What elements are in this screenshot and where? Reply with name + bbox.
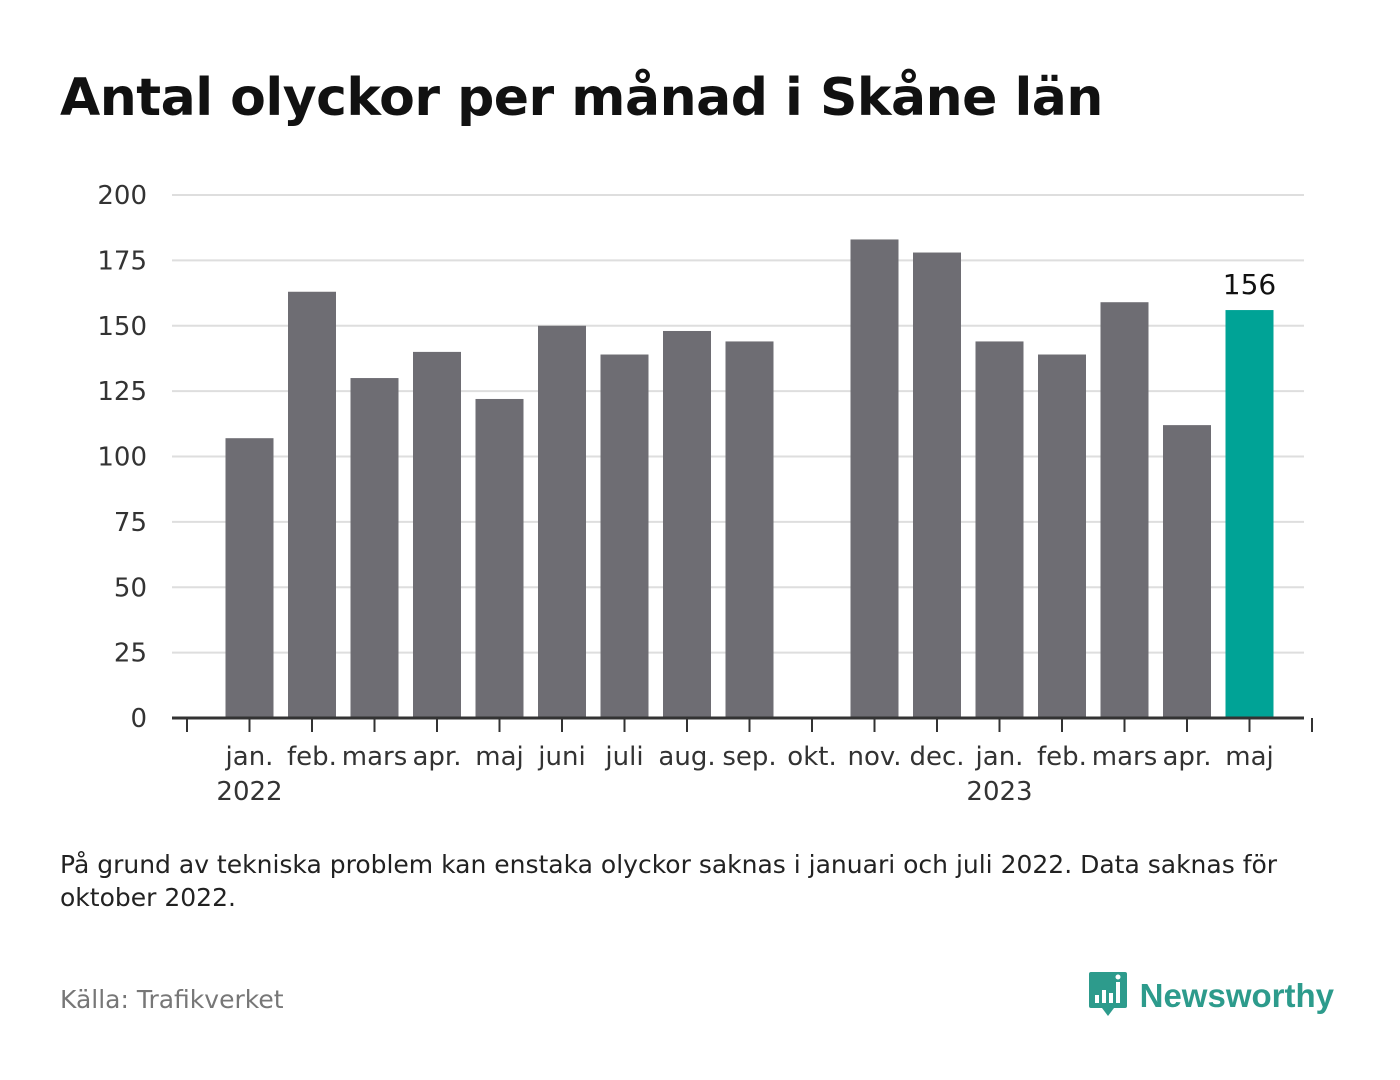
y-tick-label: 50	[114, 573, 147, 603]
y-tick-label: 100	[97, 443, 147, 473]
bar	[975, 341, 1024, 718]
y-tick-label: 125	[97, 377, 147, 407]
x-tick-label: jan.	[225, 742, 274, 772]
bar	[475, 398, 524, 718]
x-tick-label: dec.	[909, 742, 964, 772]
bar	[913, 252, 961, 718]
bar	[1225, 310, 1274, 718]
data-label: 156	[1223, 268, 1276, 301]
bar	[1100, 302, 1149, 718]
y-tick-label: 200	[97, 181, 147, 211]
bar	[288, 291, 336, 718]
bar	[850, 239, 899, 718]
source-label: Källa: Trafikverket	[60, 985, 284, 1014]
bar	[600, 354, 649, 718]
chart-note: På grund av tekniska problem kan enstaka…	[60, 850, 1278, 912]
bar	[725, 341, 774, 718]
bar-chart-speech-bubble-icon	[1088, 970, 1128, 1022]
x-tick-label: okt.	[787, 742, 836, 772]
x-tick-label: nov.	[847, 742, 901, 772]
x-tick-label: juli	[604, 742, 643, 772]
bar	[1163, 425, 1211, 718]
x-tick-label: aug.	[658, 742, 715, 772]
bar	[225, 438, 274, 718]
bar	[413, 351, 461, 718]
chart-title: Antal olyckor per månad i Skåne län	[60, 68, 1103, 128]
x-tick-label: mars	[1092, 742, 1158, 772]
y-tick-label: 0	[130, 704, 147, 734]
x-tick-label: jan.	[975, 742, 1024, 772]
x-tick-label: sep.	[722, 742, 776, 772]
brand-name: Newsworthy	[1139, 977, 1334, 1014]
y-tick-label: 150	[97, 312, 147, 342]
bar	[350, 378, 399, 718]
y-tick-label: 25	[114, 639, 147, 669]
x-year-label: 2023	[966, 777, 1032, 807]
x-tick-label: mars	[342, 742, 408, 772]
x-tick-label: maj	[475, 742, 523, 772]
x-tick-label: maj	[1225, 742, 1273, 772]
x-tick-label: feb.	[287, 742, 337, 772]
bar	[663, 330, 711, 718]
brand-logo[interactable]: Newsworthy	[1088, 970, 1334, 1022]
x-year-label: 2022	[216, 777, 282, 807]
x-tick-label: apr.	[412, 742, 461, 772]
bar	[538, 325, 586, 718]
y-tick-label: 175	[97, 246, 147, 276]
x-tick-label: feb.	[1037, 742, 1087, 772]
x-tick-label: juni	[537, 742, 585, 772]
y-tick-label: 75	[114, 508, 147, 538]
bar	[1038, 354, 1086, 718]
x-tick-label: apr.	[1162, 742, 1211, 772]
